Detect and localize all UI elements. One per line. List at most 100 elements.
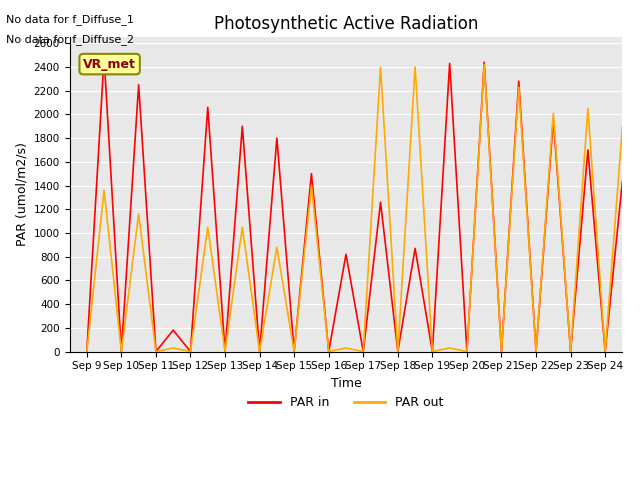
PAR in (429, 348, 436, 354)
X-axis label: Time: Time (331, 377, 362, 390)
PAR in (394, 348, 402, 354)
PAR out (325, 348, 333, 354)
PAR in (446, 60, 454, 66)
PAR out (481, 62, 488, 68)
PAR out (550, 110, 557, 116)
PAR out (429, 348, 436, 354)
PAR out (429, 348, 436, 354)
PAR out (636, 348, 640, 354)
PAR in (152, 348, 160, 354)
PAR out (83, 348, 91, 354)
PAR out (152, 348, 160, 354)
PAR in (550, 116, 557, 122)
PAR in (498, 348, 506, 354)
PAR in (221, 348, 229, 354)
PAR in (619, 178, 627, 184)
PAR in (100, 55, 108, 60)
PAR out (135, 211, 143, 217)
PAR out (602, 348, 609, 354)
PAR out (394, 348, 402, 354)
PAR out (446, 345, 454, 351)
PAR out (256, 348, 264, 354)
PAR in (360, 348, 367, 354)
PAR out (256, 348, 264, 354)
PAR in (187, 348, 195, 354)
PAR in (187, 348, 195, 354)
PAR in (135, 82, 143, 88)
PAR out (532, 348, 540, 354)
PAR in (463, 348, 471, 354)
PAR out (187, 348, 195, 354)
PAR out (360, 348, 367, 354)
PAR in (377, 199, 385, 205)
PAR out (515, 84, 523, 90)
PAR in (602, 348, 609, 354)
PAR out (221, 348, 229, 354)
PAR out (463, 348, 471, 354)
PAR in (170, 327, 177, 333)
PAR out (204, 224, 212, 230)
Text: No data for f_Diffuse_1: No data for f_Diffuse_1 (6, 14, 134, 25)
PAR out (239, 224, 246, 230)
PAR out (532, 348, 540, 354)
PAR out (221, 348, 229, 354)
PAR out (152, 348, 160, 354)
Text: No data for f_Diffuse_2: No data for f_Diffuse_2 (6, 34, 134, 45)
PAR in (204, 105, 212, 110)
PAR out (291, 348, 298, 354)
PAR out (118, 348, 125, 354)
PAR in (239, 123, 246, 129)
PAR out (170, 345, 177, 351)
PAR out (498, 348, 506, 354)
PAR in (394, 348, 402, 354)
PAR in (342, 252, 350, 257)
PAR in (256, 348, 264, 354)
PAR in (360, 348, 367, 354)
PAR in (118, 348, 125, 354)
PAR out (360, 348, 367, 354)
PAR in (221, 348, 229, 354)
PAR out (584, 106, 592, 111)
Legend: PAR in, PAR out: PAR in, PAR out (243, 391, 449, 414)
PAR out (602, 348, 609, 354)
Line: PAR out: PAR out (87, 65, 640, 351)
PAR in (636, 348, 640, 354)
PAR out (498, 348, 506, 354)
PAR in (308, 171, 316, 177)
PAR out (118, 348, 125, 354)
PAR in (532, 348, 540, 354)
PAR in (602, 348, 609, 354)
PAR out (100, 187, 108, 193)
PAR in (325, 348, 333, 354)
PAR out (308, 183, 316, 189)
PAR out (377, 64, 385, 70)
PAR in (584, 147, 592, 153)
PAR out (325, 348, 333, 354)
PAR out (412, 64, 419, 70)
PAR out (291, 348, 298, 354)
PAR out (619, 123, 627, 129)
PAR out (342, 345, 350, 351)
PAR in (291, 348, 298, 354)
PAR out (567, 348, 575, 354)
PAR in (83, 348, 91, 354)
PAR in (291, 348, 298, 354)
PAR out (187, 348, 195, 354)
PAR in (412, 245, 419, 251)
PAR in (515, 78, 523, 84)
PAR in (256, 348, 264, 354)
PAR in (325, 348, 333, 354)
PAR in (567, 348, 575, 354)
PAR in (152, 348, 160, 354)
PAR out (273, 244, 281, 250)
Text: VR_met: VR_met (83, 58, 136, 71)
PAR in (498, 348, 506, 354)
PAR in (532, 348, 540, 354)
PAR in (273, 135, 281, 141)
PAR in (481, 60, 488, 65)
PAR out (567, 348, 575, 354)
PAR out (463, 348, 471, 354)
PAR in (567, 348, 575, 354)
PAR in (463, 348, 471, 354)
PAR in (429, 348, 436, 354)
